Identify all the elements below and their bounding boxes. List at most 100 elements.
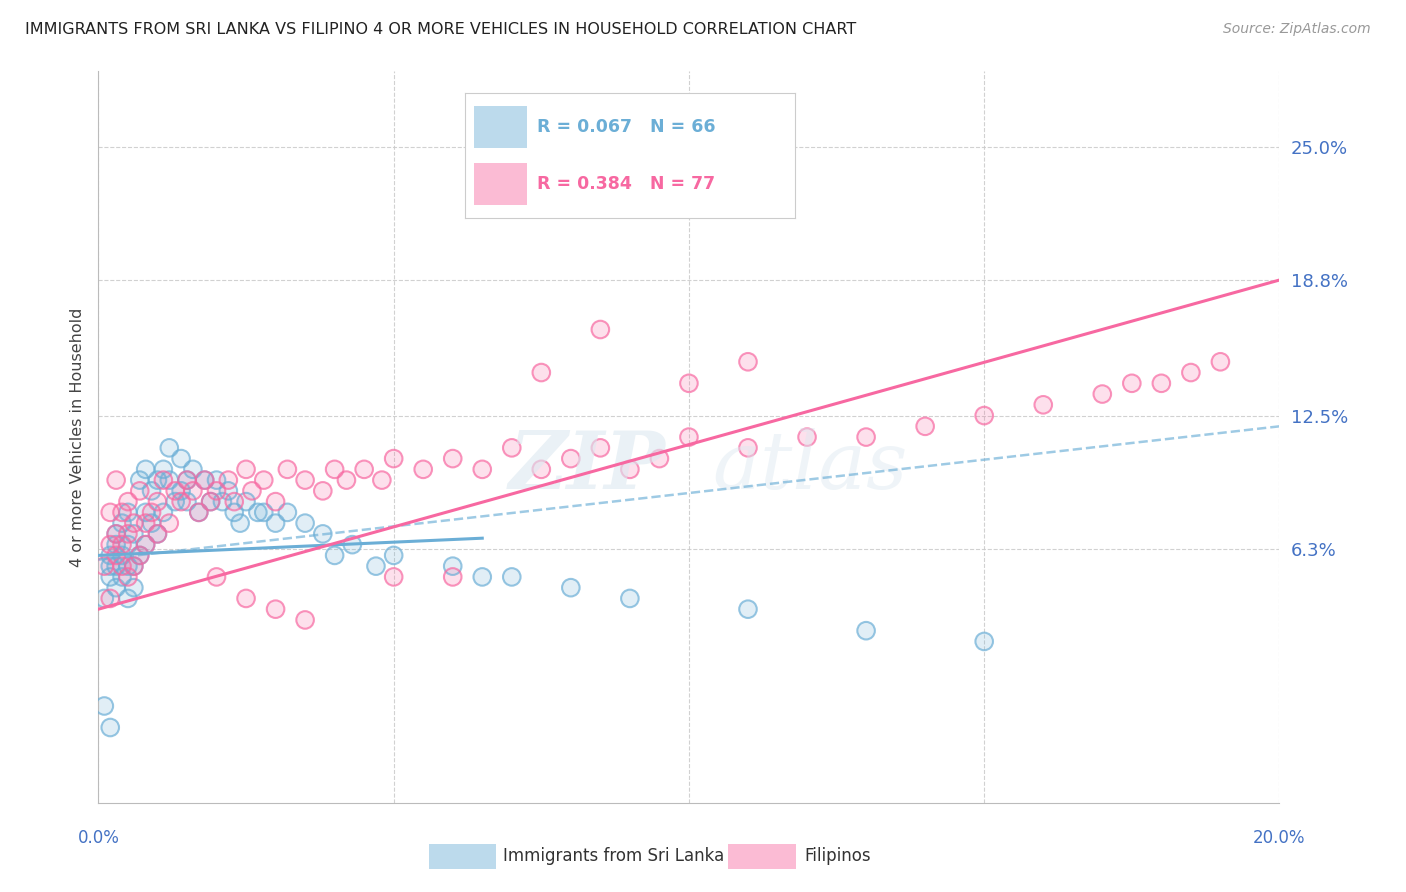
Point — [589, 441, 612, 455]
Point — [224, 505, 246, 519]
Point — [105, 473, 128, 487]
Point — [200, 494, 222, 508]
Point — [93, 698, 115, 713]
Point — [973, 634, 995, 648]
Point — [382, 570, 405, 584]
Point — [93, 559, 115, 574]
Point — [98, 559, 121, 574]
Point — [501, 441, 523, 455]
Point — [229, 516, 252, 530]
Point — [737, 355, 759, 369]
Point — [471, 462, 494, 476]
Point — [441, 451, 464, 466]
Point — [98, 591, 121, 606]
Point — [973, 409, 995, 423]
Point — [323, 549, 346, 563]
Point — [194, 473, 217, 487]
Point — [1150, 376, 1173, 391]
Point — [111, 559, 134, 574]
Point — [1032, 398, 1054, 412]
Point — [312, 483, 335, 498]
Point — [246, 505, 269, 519]
Point — [122, 581, 145, 595]
Point — [105, 527, 128, 541]
Point — [1209, 355, 1232, 369]
Point — [294, 473, 316, 487]
Point — [194, 473, 217, 487]
Point — [441, 570, 464, 584]
Point — [501, 570, 523, 584]
Point — [117, 559, 139, 574]
Point — [294, 516, 316, 530]
Point — [342, 538, 364, 552]
Text: Filipinos: Filipinos — [804, 847, 870, 865]
Point — [176, 473, 198, 487]
Text: ZIP: ZIP — [509, 427, 665, 505]
Point — [276, 505, 298, 519]
Point — [276, 462, 298, 476]
Bar — [728, 844, 796, 869]
Point — [135, 516, 157, 530]
Point — [98, 721, 121, 735]
Point — [181, 462, 204, 476]
Text: 0.0%: 0.0% — [77, 829, 120, 847]
Point — [342, 538, 364, 552]
Point — [98, 721, 121, 735]
Point — [235, 494, 257, 508]
Point — [973, 409, 995, 423]
Point — [105, 581, 128, 595]
Point — [157, 516, 180, 530]
Point — [146, 527, 169, 541]
Point — [253, 505, 276, 519]
Point — [211, 494, 233, 508]
Point — [135, 538, 157, 552]
Point — [560, 581, 582, 595]
Point — [105, 549, 128, 563]
Text: Immigrants from Sri Lanka: Immigrants from Sri Lanka — [503, 847, 724, 865]
Point — [157, 516, 180, 530]
Point — [98, 505, 121, 519]
Point — [111, 570, 134, 584]
Point — [128, 473, 150, 487]
Point — [1121, 376, 1143, 391]
Point — [364, 559, 387, 574]
Point — [264, 516, 287, 530]
Point — [105, 527, 128, 541]
Point — [141, 505, 163, 519]
Point — [353, 462, 375, 476]
Point — [93, 591, 115, 606]
Point — [152, 462, 174, 476]
Point — [146, 494, 169, 508]
Point — [205, 483, 228, 498]
Point — [253, 473, 276, 487]
Point — [1180, 366, 1202, 380]
Point — [294, 613, 316, 627]
Point — [335, 473, 357, 487]
Point — [117, 527, 139, 541]
Point — [530, 366, 553, 380]
Point — [217, 483, 239, 498]
Point — [135, 462, 157, 476]
Point — [105, 559, 128, 574]
Point — [122, 516, 145, 530]
Point — [111, 549, 134, 563]
Point — [122, 559, 145, 574]
Point — [619, 591, 641, 606]
Point — [855, 430, 877, 444]
Point — [471, 570, 494, 584]
Point — [176, 494, 198, 508]
Point — [105, 527, 128, 541]
Point — [619, 462, 641, 476]
Point — [98, 549, 121, 563]
Point — [117, 591, 139, 606]
Point — [93, 559, 115, 574]
Point — [1091, 387, 1114, 401]
Point — [146, 527, 169, 541]
Point — [678, 430, 700, 444]
Point — [152, 473, 174, 487]
Point — [678, 376, 700, 391]
Point — [122, 559, 145, 574]
Bar — [429, 844, 496, 869]
Point — [117, 494, 139, 508]
Point — [111, 516, 134, 530]
